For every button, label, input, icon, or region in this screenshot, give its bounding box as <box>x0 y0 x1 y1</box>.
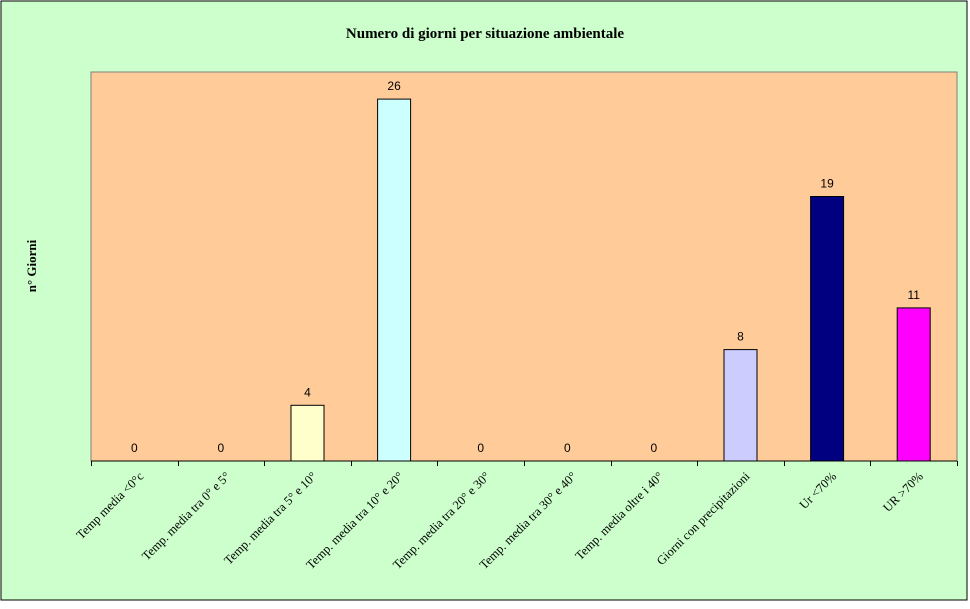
bar <box>896 307 931 462</box>
data-label: 8 <box>737 330 744 344</box>
data-label: 0 <box>564 441 571 455</box>
x-axis <box>91 460 958 466</box>
data-label: 0 <box>218 441 225 455</box>
data-label: 0 <box>131 441 138 455</box>
data-label: 0 <box>477 441 484 455</box>
data-label: 4 <box>304 385 311 399</box>
bar <box>723 349 758 462</box>
bar <box>377 98 412 462</box>
data-label: 26 <box>387 79 401 93</box>
y-axis-label: n° Giorni <box>24 239 39 292</box>
bar <box>290 404 325 462</box>
bars-group <box>290 98 931 462</box>
data-label: 0 <box>651 441 658 455</box>
chart-title: Numero di giorni per situazione ambienta… <box>346 26 625 42</box>
data-labels-group: 0 0 4 26 0 0 0 8 19 11 <box>131 79 920 455</box>
bar <box>810 196 845 462</box>
data-label: 11 <box>907 288 920 302</box>
data-label: 19 <box>820 177 834 191</box>
